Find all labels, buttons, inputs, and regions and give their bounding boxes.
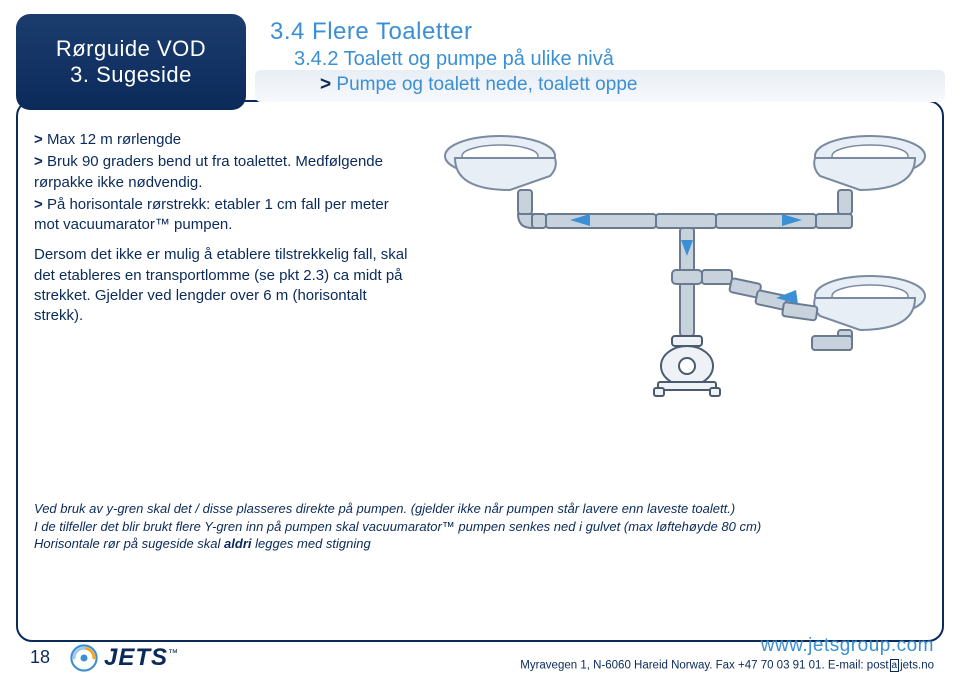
bullet-text: Bruk 90 graders bend ut fra toalettet. M… — [34, 153, 383, 190]
footer-note-line: Ved bruk av y-gren skal det / disse plas… — [34, 500, 926, 518]
footer-note-line: I de tilfeller det blir brukt flere Y-gr… — [34, 518, 926, 536]
page-number: 18 — [30, 647, 50, 668]
pump-icon — [654, 336, 720, 396]
pipe-upper-icon — [518, 190, 852, 276]
badge-line-2: 3. Sugeside — [70, 62, 192, 88]
toilet-bottom-right-icon — [814, 276, 925, 330]
logo-text: JETS™ — [104, 644, 179, 672]
bullet-text: Max 12 m rørlengde — [47, 131, 181, 148]
bullet-item: > På horisontale rørstrekk: etabler 1 cm… — [34, 195, 414, 236]
bullet-item: > Bruk 90 graders bend ut fra toalettet.… — [34, 152, 414, 193]
breadcrumb: > Pumpe og toalett nede, toalett oppe — [320, 74, 637, 96]
paragraph: Dersom det ikke er mulig å etablere tils… — [34, 245, 414, 326]
bullet-text: På horisontale rørstrekk: etabler 1 cm f… — [34, 196, 389, 233]
section-subtitle: 3.4.2 Toalett og pumpe på ulike nivå — [294, 48, 614, 71]
toilet-top-right-icon — [814, 136, 925, 190]
guide-badge: Rørguide VOD 3. Sugeside — [16, 14, 246, 110]
plumbing-diagram — [440, 118, 930, 418]
logo-swirl-icon — [70, 644, 98, 672]
footer-note-line: Horisontale rør på sugeside skal aldri l… — [34, 535, 926, 553]
logo: JETS™ — [70, 644, 179, 672]
at-icon: a — [890, 659, 900, 672]
breadcrumb-text: Pumpe og toalett nede, toalett oppe — [336, 74, 637, 95]
badge-line-1: Rørguide VOD — [56, 36, 206, 62]
footer-note: Ved bruk av y-gren skal det / disse plas… — [34, 500, 926, 553]
footer-url: www.jetsgroup.com — [520, 635, 934, 657]
bullet-item: > Max 12 m rørlengde — [34, 130, 414, 150]
toilet-top-left-icon — [445, 136, 556, 190]
content-text: > Max 12 m rørlengde > Bruk 90 graders b… — [34, 130, 414, 326]
footer-contact: Myravegen 1, N-6060 Hareid Norway. Fax +… — [520, 659, 934, 672]
section-title: 3.4 Flere Toaletter — [270, 18, 473, 46]
chevron-icon: > — [320, 74, 331, 95]
footer-right: www.jetsgroup.com Myravegen 1, N-6060 Ha… — [520, 635, 934, 672]
